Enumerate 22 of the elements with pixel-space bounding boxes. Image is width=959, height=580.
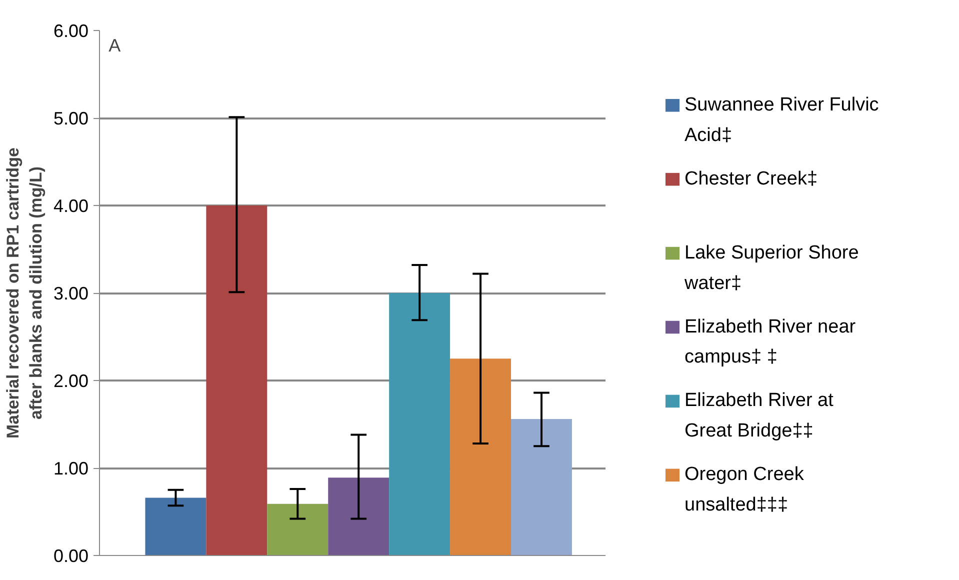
y-tick-label: 2.00 (53, 371, 89, 391)
bar (511, 419, 572, 556)
bar (206, 206, 268, 556)
legend-label: Elizabeth River at Great Bridge‡‡ (684, 390, 834, 442)
legend-label: Oregon Creek unsalted‡‡‡ (684, 464, 804, 516)
y-tick-label: 6.00 (53, 21, 89, 41)
bar (328, 478, 390, 556)
bar (145, 498, 206, 556)
y-axis-title: Material recovered on RP1 cartridge after blanks and dilution (mg/L) (4, 147, 46, 438)
y-tick-label: 1.00 (53, 458, 89, 478)
bar (450, 358, 512, 556)
y-tick-label: 5.00 (53, 108, 89, 128)
y-tick-label: 3.00 (53, 284, 89, 304)
bar (267, 504, 328, 556)
bar (389, 293, 450, 556)
y-tick-label: 0.00 (53, 546, 89, 566)
legend-label: Chester Creek‡ (684, 168, 818, 190)
y-tick-label: 4.00 (53, 196, 89, 216)
annotation: A (108, 36, 121, 56)
legend-label: Suwannee River Fulvic Acid‡ (684, 94, 879, 146)
legend-label: Lake Superior Shore water‡ (684, 242, 859, 294)
legend-label: Elizabeth River near campus‡ ‡ (684, 316, 856, 368)
